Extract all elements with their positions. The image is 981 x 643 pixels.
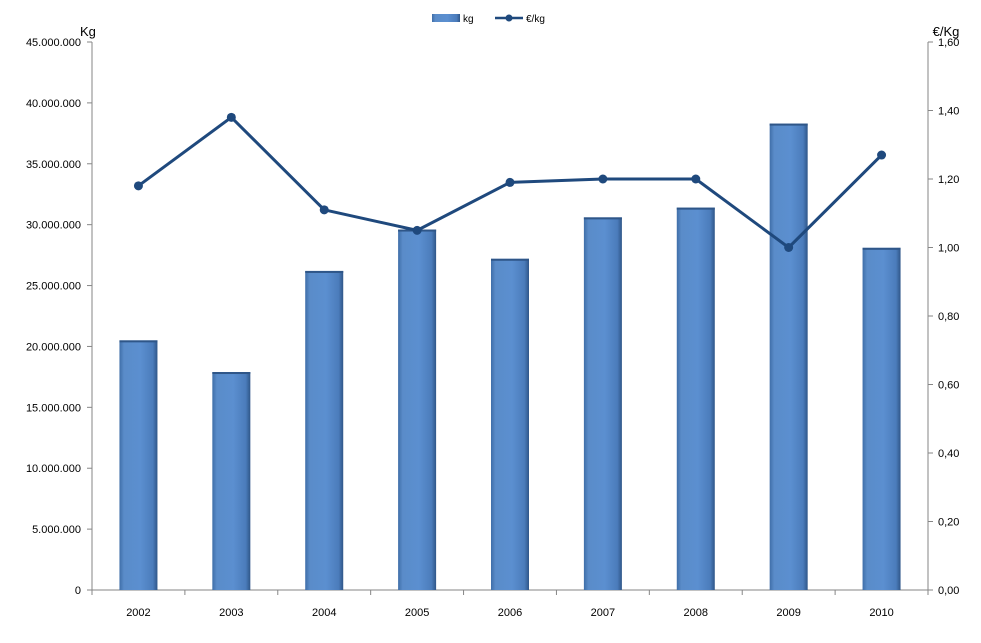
legend-swatch-bar [432,14,460,22]
price-point [505,177,515,187]
bar [676,207,715,590]
bar-top-edge [119,340,158,343]
bar-series [119,123,901,591]
legend-label-bar: kg [463,14,474,25]
y-tick-label-right: 1,20 [938,174,959,186]
price-point [691,174,701,184]
y-tick-label-left: 25.000.000 [26,281,81,293]
bar-top-edge [212,372,251,375]
y-tick-label-left: 45.000.000 [26,37,81,49]
legend-marker-line [505,14,513,22]
bar-top-edge [583,217,622,220]
price-point [226,112,236,122]
bar [862,247,901,590]
y-tick-label-left: 20.000.000 [26,341,81,353]
price-point [598,174,608,184]
x-tick-label: 2009 [776,607,800,619]
price-point [412,225,422,235]
price-point [319,205,329,215]
y-tick-label-right: 0,80 [938,311,959,323]
bar-top-edge [676,207,715,210]
y-axis-right-title: €/Kg [933,24,960,39]
line-series [133,112,887,252]
price-point [877,150,887,160]
x-tick-label: 2005 [405,607,429,619]
x-tick-label: 2004 [312,607,336,619]
y-tick-label-right: 0,00 [938,585,959,597]
legend-label-line: €/kg [526,14,545,25]
y-tick-label-left: 10.000.000 [26,463,81,475]
bar-top-edge [491,258,529,261]
bar-top-edge [862,247,901,250]
bar [119,340,158,590]
x-tick-label: 2003 [219,607,243,619]
y-axis-left-title: Kg [80,24,96,39]
price-point [784,243,794,252]
y-tick-label-left: 15.000.000 [26,402,81,414]
x-tick-label: 2010 [869,607,893,619]
bar [583,217,622,591]
bar [305,270,344,590]
legend: kg €/kg [432,14,545,25]
bar [769,123,808,590]
y-tick-label-right: 0,40 [938,448,959,460]
bar-top-edge [769,123,808,126]
y-tick-label-left: 40.000.000 [26,98,81,110]
bar [212,372,251,590]
y-tick-label-right: 0,20 [938,517,959,529]
x-tick-label: 2008 [684,607,708,619]
y-tick-label-right: 1,00 [938,243,959,255]
y-tick-label-left: 30.000.000 [26,220,81,232]
y-tick-label-left: 35.000.000 [26,159,81,171]
x-tick-label: 2002 [126,607,150,619]
y-tick-label-left: 0 [75,585,81,597]
price-point [133,181,143,191]
bar-top-edge [305,270,344,273]
x-tick-label: 2006 [498,607,522,619]
axes: 0 5.000.000 10.000.000 15.000.000 20.000.000… [26,24,959,619]
y-tick-label-right: 0,60 [938,380,959,392]
y-tick-label-right: 1,60 [938,37,959,49]
bar [491,258,529,590]
x-tick-label: 2007 [591,607,615,619]
y-tick-label-left: 5.000.000 [32,524,81,536]
y-tick-label-right: 1,40 [938,106,959,118]
bar [398,229,437,590]
